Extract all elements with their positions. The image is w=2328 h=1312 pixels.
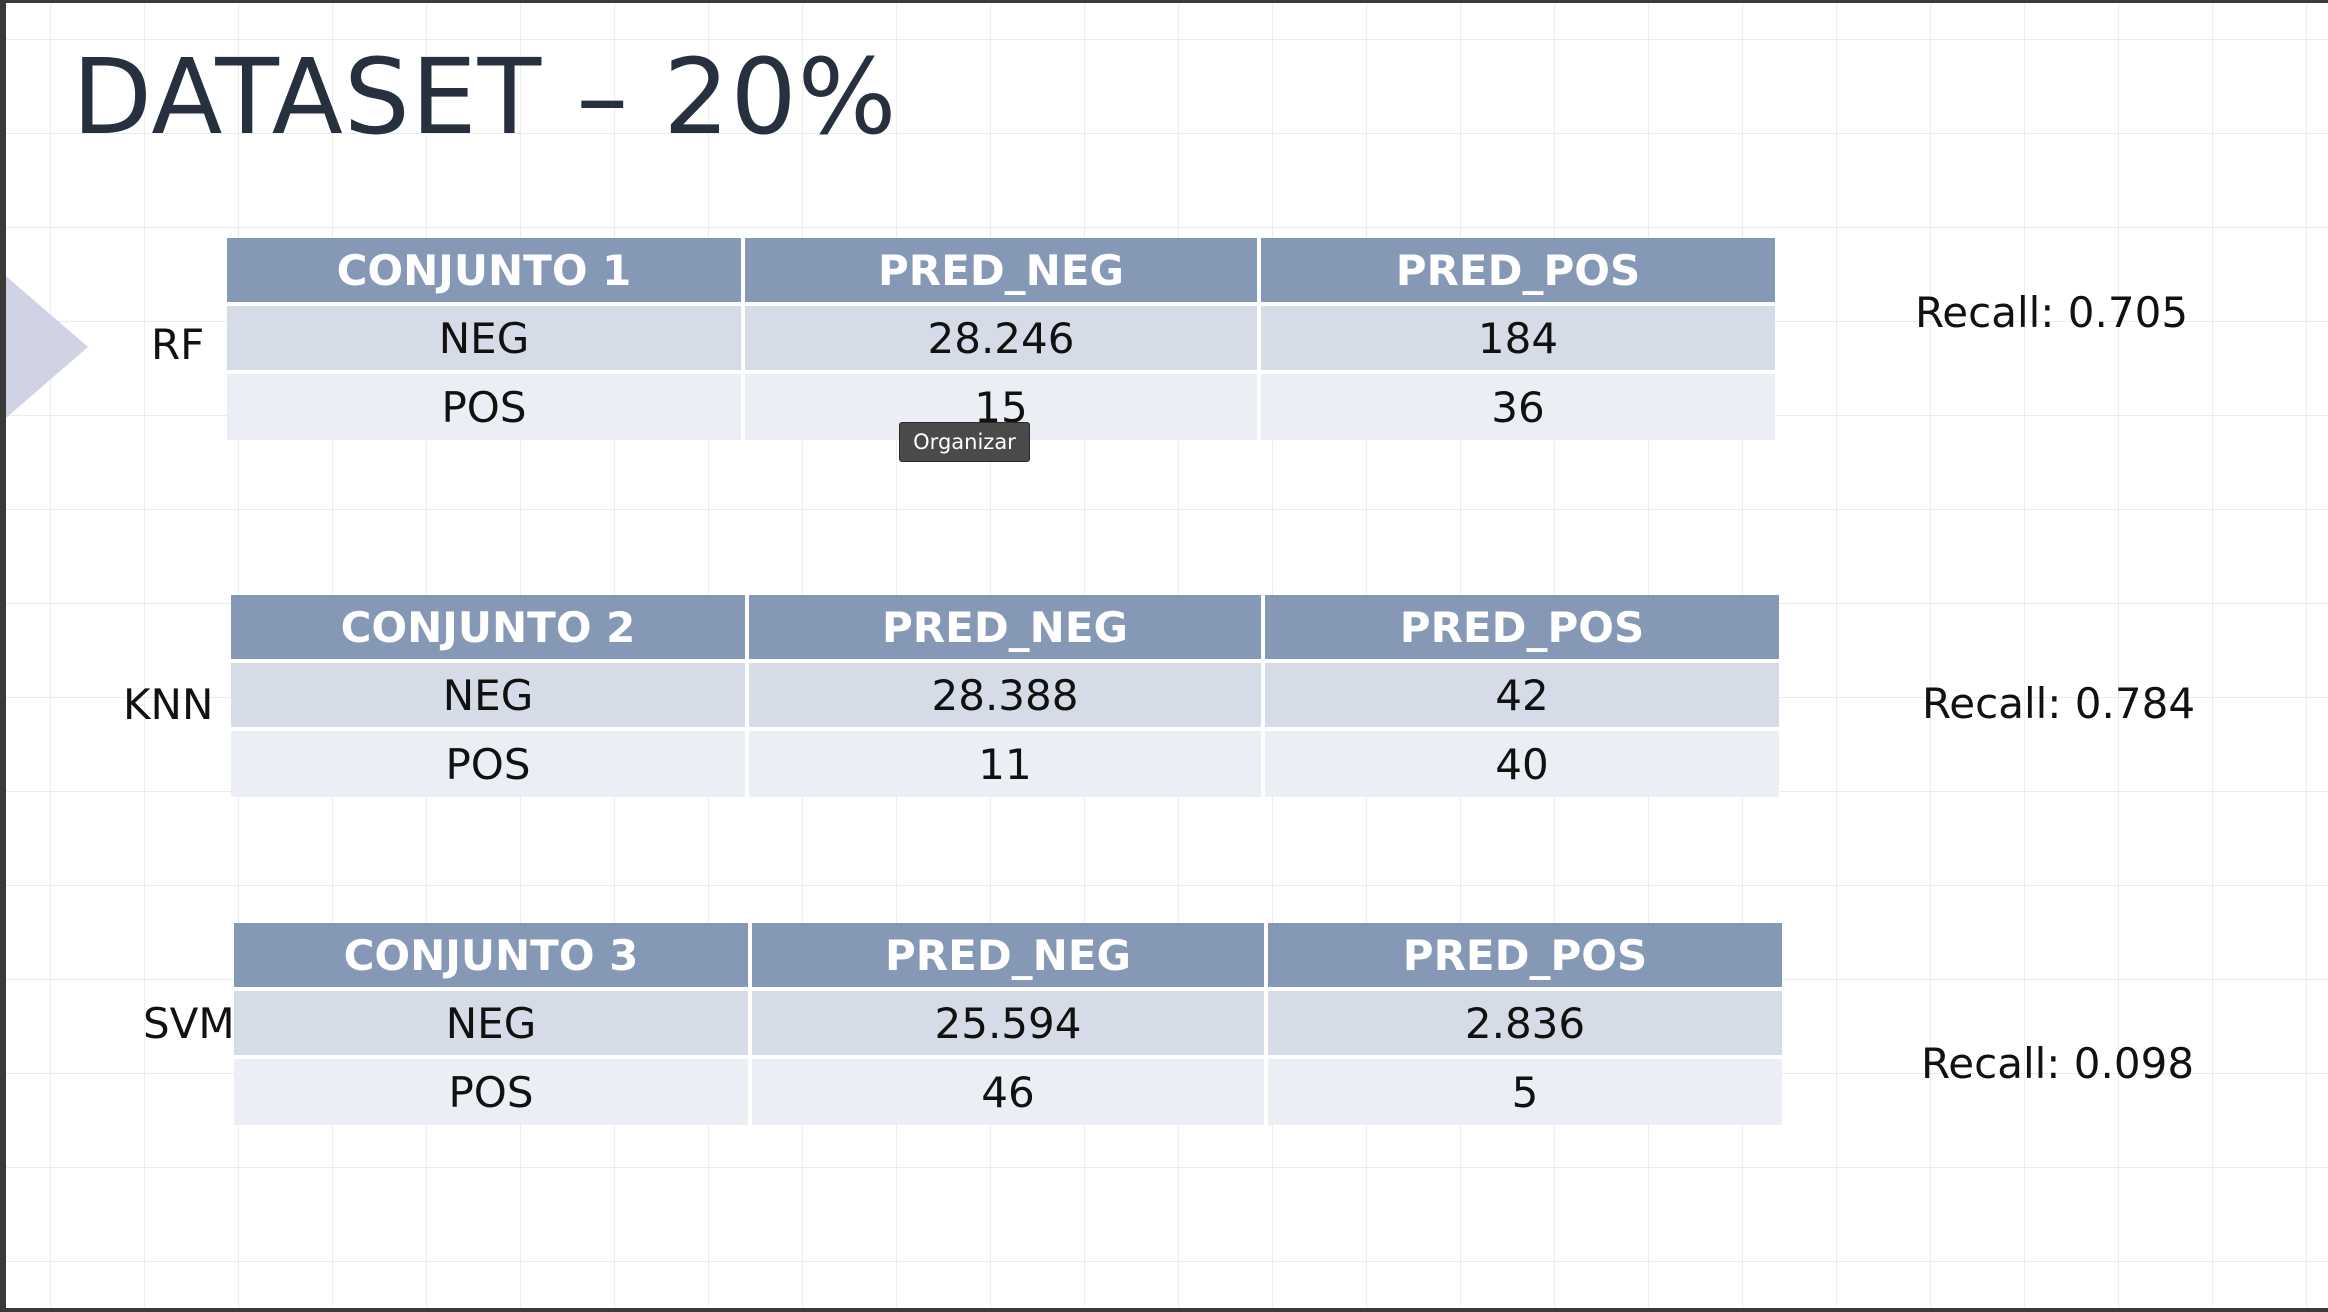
slide-title: DATASET – 20% xyxy=(72,36,898,158)
table-cell: 184 xyxy=(1259,304,1775,374)
table-header-cell: CONJUNTO 1 xyxy=(227,238,745,306)
table-cell: NEG xyxy=(234,989,752,1059)
table-cell: POS xyxy=(227,372,745,440)
model-label-knn: KNN xyxy=(123,680,214,729)
table-cell: 36 xyxy=(1259,372,1775,440)
table-cell: NEG xyxy=(227,304,745,374)
table-cell: 2.836 xyxy=(1266,989,1782,1059)
table-cell: 42 xyxy=(1263,661,1779,731)
table-cell: 28.388 xyxy=(747,661,1265,731)
confusion-table-knn[interactable]: CONJUNTO 2 PRED_NEG PRED_POS NEG 28.388 … xyxy=(231,595,1779,797)
table-header-cell: CONJUNTO 3 xyxy=(234,923,752,991)
table-header-row: CONJUNTO 2 PRED_NEG PRED_POS xyxy=(231,595,1779,663)
table-row: NEG 28.388 42 xyxy=(231,661,1779,731)
table-header-cell: PRED_NEG xyxy=(743,238,1261,306)
confusion-table-rf[interactable]: CONJUNTO 1 PRED_NEG PRED_POS NEG 28.246 … xyxy=(227,238,1775,440)
table-cell: 5 xyxy=(1266,1057,1782,1125)
table-cell: POS xyxy=(231,729,749,797)
table-row: NEG 25.594 2.836 xyxy=(234,989,1782,1059)
table-header-cell: PRED_POS xyxy=(1266,923,1782,991)
model-label-svm: SVM xyxy=(143,999,235,1048)
model-label-rf: RF xyxy=(151,320,205,369)
tooltip-organizar: Organizar xyxy=(899,422,1030,462)
table-cell: 46 xyxy=(750,1057,1268,1125)
table-cell: 28.246 xyxy=(743,304,1261,374)
confusion-table-svm[interactable]: CONJUNTO 3 PRED_NEG PRED_POS NEG 25.594 … xyxy=(234,923,1782,1125)
table-row: POS 11 40 xyxy=(231,729,1779,797)
recall-label-knn: Recall: 0.784 xyxy=(1922,679,2196,728)
recall-label-rf: Recall: 0.705 xyxy=(1915,288,2189,337)
table-row: POS 46 5 xyxy=(234,1057,1782,1125)
table-cell: 11 xyxy=(747,729,1265,797)
table-cell: NEG xyxy=(231,661,749,731)
table-header-cell: PRED_NEG xyxy=(747,595,1265,663)
slide-nav-arrow-icon xyxy=(6,271,88,423)
table-cell: 25.594 xyxy=(750,989,1268,1059)
table-row: NEG 28.246 184 xyxy=(227,304,1775,374)
table-header-row: CONJUNTO 3 PRED_NEG PRED_POS xyxy=(234,923,1782,991)
table-header-row: CONJUNTO 1 PRED_NEG PRED_POS xyxy=(227,238,1775,306)
slide-canvas: DATASET – 20% RF CONJUNTO 1 PRED_NEG PRE… xyxy=(6,3,2328,1308)
table-header-cell: CONJUNTO 2 xyxy=(231,595,749,663)
table-cell: POS xyxy=(234,1057,752,1125)
recall-label-svm: Recall: 0.098 xyxy=(1921,1039,2195,1088)
table-cell: 40 xyxy=(1263,729,1779,797)
table-header-cell: PRED_POS xyxy=(1259,238,1775,306)
table-header-cell: PRED_POS xyxy=(1263,595,1779,663)
table-header-cell: PRED_NEG xyxy=(750,923,1268,991)
